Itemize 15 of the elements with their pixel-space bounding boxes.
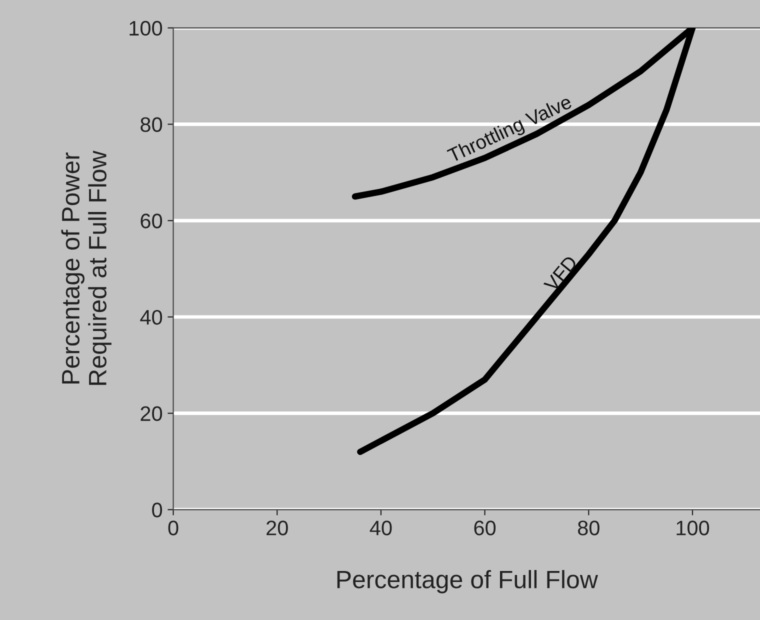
x-axis-title: Percentage of Full Flow	[337, 570, 598, 594]
y-tick-label: 100	[130, 20, 162, 36]
x-tick-label: 40	[370, 520, 392, 536]
x-tick-label: 20	[266, 520, 288, 536]
y-tick-label: 0	[152, 502, 162, 518]
y-tick-label: 20	[140, 406, 162, 422]
y-tick-label: 40	[140, 310, 162, 325]
x-tick-label: 100	[676, 520, 710, 536]
text: VFD	[543, 254, 578, 293]
y-tick-label: 60	[140, 214, 162, 228]
x-tick-label: 60	[474, 520, 496, 536]
y-axis-title: Percentage of Power Required at Full Flow	[61, 150, 112, 385]
y-tick-label: 80	[140, 117, 162, 132]
x-tick-label: 0	[168, 520, 178, 536]
x-tick-label: 80	[578, 520, 600, 536]
